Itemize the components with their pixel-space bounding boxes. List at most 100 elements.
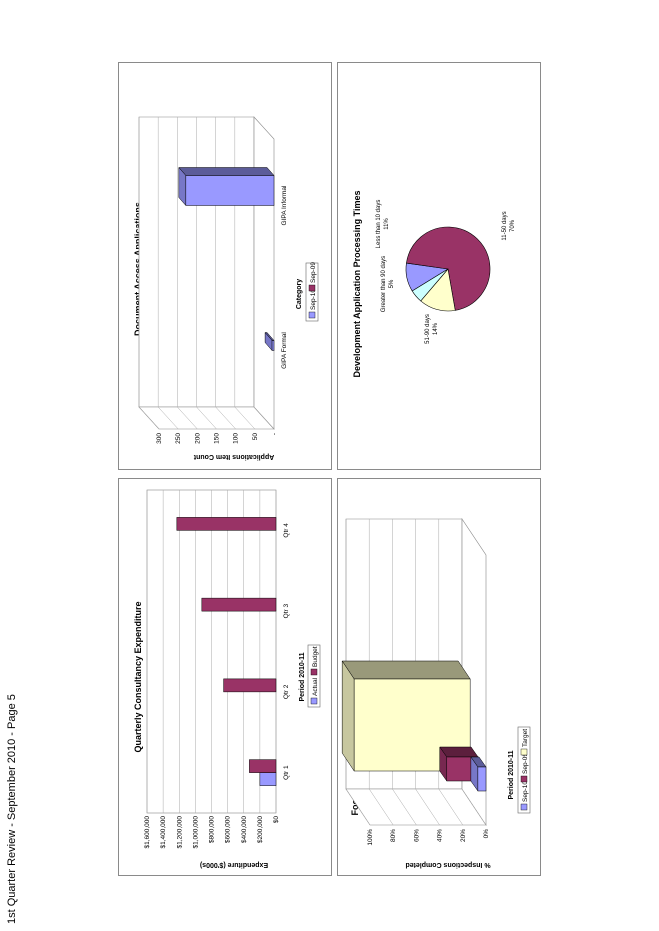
gridline [368, 519, 394, 826]
legend-swatch-sep10 [520, 803, 528, 811]
legend-swatch-actual [310, 697, 318, 705]
y-tick-label: 300 [156, 433, 163, 444]
gridline [196, 117, 217, 430]
x-axis-label: Period 2010-11 [508, 750, 515, 799]
legend-label-sep10: Sep-10 [522, 781, 529, 802]
svg-text:Less than 10 days: Less than 10 days [376, 200, 382, 249]
y-tick-label: 200 [194, 433, 201, 444]
svg-text:14%: 14% [433, 322, 439, 335]
bar-budget-3 [201, 597, 277, 612]
floor [253, 116, 275, 430]
bar-sep-10-2 [178, 166, 275, 207]
legend-swatch-sep09 [308, 284, 316, 292]
gridline [177, 117, 198, 430]
development-processing-chart: Development Application Processing Times… [352, 190, 516, 377]
x-tick-label: Qtr 4 [283, 523, 290, 538]
y-tick-label: - [271, 433, 278, 435]
chart-title: Document Access Applications [133, 202, 143, 336]
y-tick-label: 40% [437, 829, 444, 842]
pie-label-51-90: 51-90 days 14% [425, 314, 439, 344]
y-tick-label: $800,000 [209, 816, 216, 843]
chart-title: Quarterly Consultancy Expenditure [133, 601, 143, 752]
svg-text:5%: 5% [389, 279, 395, 288]
legend-label-sep09: Sep-09 [310, 262, 317, 283]
y-axis-label: % Inspections Completed [405, 861, 490, 868]
x-tick-label: Qtr 1 [283, 765, 290, 780]
y-tick-label: 100% [367, 829, 374, 846]
food-inspections-chart: Food Premises Inspections % Inspections … [341, 518, 531, 868]
svg-text:11%: 11% [384, 218, 390, 230]
legend-label-budget: Budget [312, 646, 319, 667]
x-tick-label: GIPA Formal [281, 332, 288, 369]
legend-swatch-budget [310, 668, 318, 676]
chart-legend: Sep-10 Sep-09 [305, 262, 319, 322]
gridline [392, 519, 417, 826]
document-access-chart: Document Access Applications Application… [133, 116, 319, 460]
bar-actual-1 [259, 772, 277, 786]
x-tick-label: Qtr 3 [283, 604, 290, 619]
y-axis-label: Applications Item Count [193, 453, 274, 460]
bar-sep-10-1 [264, 331, 275, 352]
bar-sep-09 [439, 746, 479, 782]
x-axis-label: Category [296, 279, 303, 309]
gridline [438, 519, 464, 826]
pie-slice-4 [411, 268, 449, 302]
gridline [461, 519, 487, 826]
y-tick-label: $400,000 [241, 816, 248, 843]
side-wall [345, 788, 487, 826]
y-tick-label: 100 [233, 433, 240, 444]
gridline [215, 117, 236, 430]
consultancy-chart: Quarterly Consultancy Expenditure Expend… [133, 489, 321, 868]
x-axis-label: Period 2010-11 [299, 652, 306, 701]
pie-label-11-50: 11-50 days 70% [502, 211, 516, 240]
y-axis-label: Expenditure ($'000s) [200, 861, 268, 868]
pie-label-less-than-10: Less than 10 days 11% [376, 200, 390, 249]
y-tick-label: 20% [460, 829, 467, 842]
svg-text:70%: 70% [510, 219, 516, 232]
y-tick-label: 50 [252, 433, 259, 441]
legend-swatch-target [520, 748, 528, 756]
gridline [234, 117, 256, 430]
gridline [138, 117, 160, 430]
food-inspections-chart-panel: Food Premises Inspections % Inspections … [337, 478, 541, 876]
chart-legend: Sep-10 Sep-09 Target [517, 726, 531, 814]
gridline [253, 117, 275, 430]
page-footer: 1st Quarter Review - September 2010 - Pa… [6, 694, 18, 924]
x-tick-label: Qtr 2 [283, 684, 290, 699]
bar-sep-10 [470, 756, 487, 792]
y-tick-label: 80% [390, 829, 397, 842]
chart-title: Development Application Processing Times [352, 190, 362, 377]
y-tick-label: 150 [214, 433, 221, 444]
legend-swatch-sep09 [520, 775, 528, 783]
gridline [415, 519, 440, 826]
y-tick-label: $1,000,000 [192, 816, 199, 849]
y-tick-label: $1,400,000 [160, 816, 167, 849]
gridline [157, 117, 179, 430]
y-tick-label: $1,600,000 [144, 816, 151, 849]
document-access-chart-panel: Document Access Applications Application… [118, 62, 332, 470]
gridline [345, 519, 371, 826]
y-tick-label: $0 [273, 816, 280, 824]
svg-text:51-90 days: 51-90 days [425, 314, 431, 344]
svg-text:Greater than 90 days: Greater than 90 days [381, 256, 387, 312]
legend-label-sep10: Sep-10 [310, 289, 317, 310]
development-processing-chart-panel: Development Application Processing Times… [337, 62, 541, 470]
legend-label-actual: Actual [312, 677, 319, 696]
svg-text:11-50 days: 11-50 days [502, 211, 508, 240]
consultancy-chart-panel: Quarterly Consultancy Expenditure Expend… [118, 478, 332, 876]
y-tick-label: $600,000 [225, 816, 232, 843]
legend-label-sep09: Sep-09 [522, 753, 529, 774]
legend-swatch-sep10 [308, 311, 316, 319]
legend-label-target: Target [522, 729, 529, 747]
bar-budget-1 [249, 759, 277, 773]
x-tick-label: GIPA Informal [281, 185, 288, 226]
y-tick-label: 0% [483, 829, 490, 839]
bar-budget-2 [223, 678, 277, 693]
y-tick-label: $200,000 [257, 816, 264, 843]
chart-legend: Actual Budget [307, 644, 321, 708]
y-tick-label: 60% [413, 829, 420, 842]
y-tick-label: 250 [175, 433, 182, 444]
y-tick-label: $1,200,000 [176, 816, 183, 849]
bar-budget-4 [176, 517, 277, 531]
pie-label-greater-than-90: Greater than 90 days 5% [381, 256, 395, 312]
